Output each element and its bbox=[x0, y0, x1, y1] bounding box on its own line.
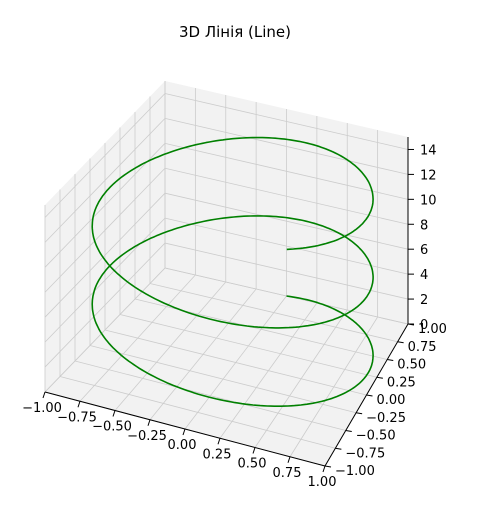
z-tick-label: 10 bbox=[420, 193, 437, 208]
y-tick-label: −1.00 bbox=[335, 464, 375, 479]
grid-line-y-floor bbox=[149, 283, 398, 343]
grid-line-z-left bbox=[44, 242, 166, 368]
y-tick-mark bbox=[335, 447, 342, 450]
grid-line-z-left bbox=[44, 217, 166, 343]
chart-title: 3D Лінія (Line) bbox=[179, 23, 291, 41]
grid-line-y-floor bbox=[104, 329, 367, 396]
x-tick-mark bbox=[77, 401, 81, 408]
x-tick-label: 0.50 bbox=[238, 457, 267, 472]
grid-line-z-left bbox=[44, 192, 166, 318]
x-tick-label: −0.25 bbox=[127, 429, 167, 444]
z-tick-label: 12 bbox=[420, 168, 437, 183]
y-tick-label: 0.00 bbox=[377, 393, 406, 408]
z-tick-label: 14 bbox=[420, 143, 437, 158]
grid-line-y-floor bbox=[89, 345, 357, 414]
y-tick-mark bbox=[356, 412, 363, 415]
x-tick-mark bbox=[182, 428, 186, 436]
x-tick-label: 0.75 bbox=[273, 466, 302, 481]
grid-line-z-back bbox=[164, 217, 409, 275]
grid-line-z-back bbox=[164, 242, 409, 300]
x-tick-mark bbox=[42, 391, 46, 399]
x-tick-mark bbox=[112, 410, 116, 417]
grid-line-y-floor bbox=[119, 314, 377, 378]
y-tick-mark bbox=[376, 376, 383, 379]
y-tick-label: −0.75 bbox=[345, 446, 385, 461]
grid-line-z-back bbox=[164, 93, 409, 150]
x-tick-label: −1.00 bbox=[22, 401, 62, 416]
x-tick-mark bbox=[252, 447, 256, 454]
x-tick-label: 0.00 bbox=[168, 438, 197, 453]
grid-line-z-left bbox=[44, 167, 166, 293]
y-tick-mark bbox=[397, 341, 404, 344]
z-tick-label: 4 bbox=[420, 268, 428, 283]
x-tick-mark bbox=[217, 438, 221, 445]
grid-line-z-back bbox=[164, 142, 409, 200]
z-tick-label: 8 bbox=[420, 218, 428, 233]
z-tick-label: 6 bbox=[420, 243, 428, 258]
pane-floor bbox=[45, 268, 408, 466]
grid-line-z-back bbox=[164, 192, 409, 250]
grid-line-z-left bbox=[44, 118, 166, 243]
grid-line-y-floor bbox=[74, 360, 346, 431]
x-tick-label: −0.50 bbox=[92, 420, 132, 435]
y-tick-label: 0.25 bbox=[387, 375, 416, 390]
grid-line-y-floor bbox=[59, 376, 336, 449]
y-tick-label: −0.25 bbox=[366, 411, 406, 426]
y-tick-mark bbox=[345, 430, 352, 432]
x-tick-label: −0.75 bbox=[57, 410, 97, 425]
y-tick-mark bbox=[366, 394, 373, 397]
grid-line-z-left bbox=[44, 93, 166, 218]
y-tick-mark bbox=[387, 359, 394, 361]
x-tick-label: 0.25 bbox=[203, 447, 232, 462]
y-tick-mark bbox=[324, 465, 332, 468]
z-tick-label: 0 bbox=[420, 318, 428, 333]
series-group bbox=[91, 136, 374, 408]
y-tick-label: 0.50 bbox=[397, 358, 426, 373]
z-tick-label: 2 bbox=[420, 293, 428, 308]
x-tick-mark bbox=[147, 419, 151, 426]
x-tick-label: 1.00 bbox=[308, 475, 337, 490]
y-tick-label: 1.00 bbox=[418, 322, 447, 337]
x-tick-mark bbox=[322, 465, 326, 473]
grid-line-z-back bbox=[164, 167, 409, 225]
series-line-0 bbox=[91, 136, 374, 408]
grid-line-z-back bbox=[164, 118, 409, 175]
x-tick-mark bbox=[287, 456, 291, 463]
tick-labels: −1.00−0.75−0.50−0.250.000.250.500.751.00… bbox=[22, 143, 447, 490]
grid-line-z-left bbox=[44, 143, 166, 268]
y-tick-label: −0.50 bbox=[356, 429, 396, 444]
grid-line-z-left bbox=[44, 267, 166, 393]
y-tick-label: 0.75 bbox=[408, 340, 437, 355]
